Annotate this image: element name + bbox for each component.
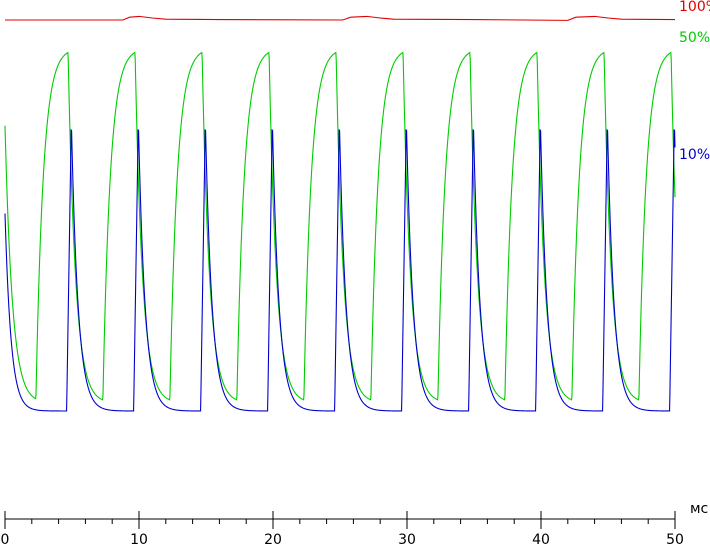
series-label-10: 10% bbox=[679, 147, 710, 163]
x-tick-label: 50 bbox=[666, 532, 684, 546]
series-line-10 bbox=[4, 129, 676, 412]
x-tick-label: 0 bbox=[1, 532, 10, 546]
plot-lines bbox=[4, 15, 676, 412]
series-line-50 bbox=[4, 51, 676, 401]
series-label-100: 100% bbox=[679, 0, 710, 15]
series-label-50: 50% bbox=[679, 30, 710, 46]
x-tick-label: 20 bbox=[264, 532, 282, 546]
x-tick-label: 10 bbox=[130, 532, 148, 546]
x-tick-label: 40 bbox=[532, 532, 550, 546]
x-axis: 0 10 20 30 40 50 мс bbox=[1, 501, 709, 546]
x-unit-label: мс bbox=[690, 501, 708, 517]
series-labels: 100% 50% 10% bbox=[679, 0, 710, 163]
x-tick-label: 30 bbox=[398, 532, 416, 546]
series-line-100 bbox=[5, 15, 676, 21]
